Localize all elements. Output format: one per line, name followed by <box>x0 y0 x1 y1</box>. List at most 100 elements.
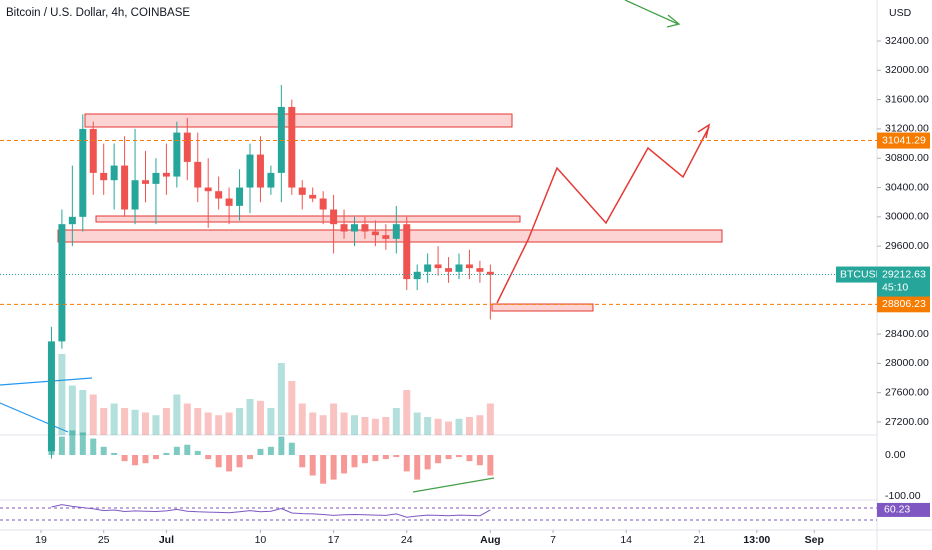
volume-bar <box>194 408 202 435</box>
candle-body <box>131 180 139 210</box>
volume-bar <box>215 415 223 435</box>
candle-body <box>267 172 275 188</box>
macd-bar <box>330 455 337 480</box>
volume-bar <box>298 403 306 435</box>
trendline <box>0 377 93 386</box>
candle-body <box>319 198 327 210</box>
price-badge <box>877 132 930 149</box>
volume-bar <box>79 390 87 435</box>
volume-bar <box>256 400 264 435</box>
macd-bar <box>414 455 421 480</box>
macd-bar <box>476 455 483 466</box>
macd-bar <box>299 455 306 468</box>
macd-bar <box>393 455 400 458</box>
projection <box>496 126 710 304</box>
macd-bar <box>361 455 368 464</box>
candle-body <box>215 191 223 199</box>
candle-body <box>110 165 118 181</box>
macd-bar <box>58 436 65 455</box>
volume-bar <box>319 415 327 435</box>
candle-body <box>47 341 55 452</box>
candle-body <box>403 224 411 280</box>
macd-bar <box>372 455 379 462</box>
arrow-head <box>666 14 681 28</box>
y-tick-label: 30000.00 <box>885 211 929 223</box>
volume-bar <box>340 412 348 435</box>
macd-bar <box>445 455 452 460</box>
macd-bar <box>309 455 316 476</box>
macd-bar <box>320 455 327 484</box>
macd-bar <box>456 455 462 458</box>
candle-body <box>351 224 358 232</box>
macd-bar <box>267 446 274 455</box>
candle-body <box>455 264 463 272</box>
currency[interactable]: USD <box>889 7 912 19</box>
volume-bar <box>288 381 296 435</box>
x-tick-label: Jul <box>159 534 174 546</box>
volume-bar <box>173 394 181 435</box>
volume-bar <box>455 418 463 435</box>
volume-bar <box>236 408 244 435</box>
macd-bar <box>278 436 285 455</box>
volume-bar <box>246 399 254 435</box>
projection-arrow <box>697 123 711 139</box>
candle-body <box>371 231 379 236</box>
candle-body <box>445 268 453 272</box>
macd-bar <box>121 455 128 462</box>
y-tick-label: 28000.00 <box>885 357 929 369</box>
volume-bar <box>162 408 170 435</box>
volume-bar <box>476 415 484 435</box>
macd-bar <box>288 442 295 455</box>
candle-body <box>361 224 369 232</box>
volume-bar <box>371 418 379 435</box>
macd-bar <box>424 455 431 470</box>
volume-bar <box>152 415 160 435</box>
rsi-line <box>51 504 491 518</box>
candle-body <box>162 172 170 177</box>
macd-bar <box>152 455 159 460</box>
macd-bar <box>100 446 107 455</box>
volume-bar <box>403 390 411 435</box>
candle-body <box>121 165 129 210</box>
candle-body <box>152 172 160 184</box>
macd-bar <box>226 455 233 472</box>
volume-bar <box>277 363 285 435</box>
volume-bar <box>204 412 212 435</box>
candle-body <box>424 264 432 272</box>
candle-body <box>330 209 338 225</box>
x-tick-label: 7 <box>550 534 556 546</box>
volume-bar <box>183 403 191 435</box>
volume-bar <box>413 412 421 435</box>
rsi-badge <box>877 502 930 517</box>
macd-bar <box>382 455 389 460</box>
rsi-badge-label: 60.23 <box>884 504 910 516</box>
candle-body <box>183 132 191 162</box>
volume-bar <box>424 417 432 435</box>
y-tick-label: 30400.00 <box>885 181 929 193</box>
volume-bar <box>330 403 338 435</box>
macd-bar <box>341 455 348 474</box>
candle-body <box>173 132 181 177</box>
candle-body <box>256 154 264 188</box>
last-price-label: 29212.63 <box>882 268 926 280</box>
volume-bar <box>100 408 108 435</box>
macd-bar <box>487 455 494 476</box>
drawings <box>57 113 723 312</box>
x-tick-label: 14 <box>620 534 632 546</box>
macd-bar <box>132 455 139 466</box>
macd-bar <box>466 455 473 462</box>
volume-bar <box>434 418 442 435</box>
y-tick-label: 30800.00 <box>885 152 929 164</box>
x-tick-label: 10 <box>255 534 267 546</box>
last-price-badge <box>877 266 930 297</box>
symbol-badge <box>836 266 877 283</box>
countdown: 45:10 <box>882 281 908 293</box>
macd-tick-label: -100.00 <box>885 490 921 502</box>
volume-bar <box>121 408 129 435</box>
candle-body <box>309 194 317 199</box>
x-tick-label: 13:00 <box>743 534 770 546</box>
volume-bar <box>225 412 233 435</box>
volume-bar <box>351 415 358 435</box>
volume-bar <box>445 421 453 435</box>
